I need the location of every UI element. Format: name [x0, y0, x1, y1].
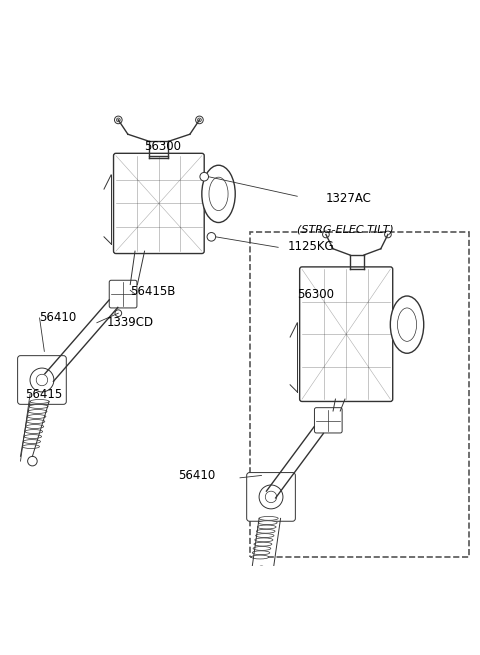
Text: 1339CD: 1339CD	[107, 316, 154, 329]
Ellipse shape	[258, 521, 277, 525]
Ellipse shape	[259, 517, 278, 520]
FancyBboxPatch shape	[114, 153, 204, 253]
Text: (STRG-ELEC TILT): (STRG-ELEC TILT)	[297, 225, 394, 234]
Ellipse shape	[26, 424, 44, 428]
Text: 1327AC: 1327AC	[326, 192, 372, 205]
FancyBboxPatch shape	[247, 472, 295, 521]
Ellipse shape	[24, 435, 42, 438]
Text: 56415B: 56415B	[130, 285, 176, 298]
Circle shape	[265, 491, 277, 502]
FancyBboxPatch shape	[250, 232, 469, 557]
Circle shape	[30, 368, 54, 392]
Text: 56410: 56410	[178, 469, 215, 482]
Circle shape	[116, 118, 120, 122]
Ellipse shape	[257, 525, 276, 529]
Circle shape	[259, 485, 283, 509]
Ellipse shape	[397, 308, 417, 341]
Circle shape	[257, 566, 266, 576]
Ellipse shape	[23, 445, 39, 449]
Ellipse shape	[255, 538, 273, 542]
Text: 56300: 56300	[144, 140, 181, 153]
Circle shape	[198, 118, 201, 122]
Ellipse shape	[390, 296, 424, 353]
Text: 56415: 56415	[25, 388, 62, 401]
Ellipse shape	[27, 415, 46, 419]
Circle shape	[115, 116, 122, 124]
Circle shape	[323, 231, 329, 238]
Circle shape	[200, 172, 208, 181]
Ellipse shape	[209, 177, 228, 210]
Ellipse shape	[256, 534, 274, 538]
Ellipse shape	[253, 546, 271, 550]
Circle shape	[115, 310, 121, 316]
Ellipse shape	[27, 420, 45, 423]
Text: 1125KG: 1125KG	[288, 240, 335, 253]
Ellipse shape	[24, 440, 40, 443]
Ellipse shape	[25, 430, 43, 434]
Ellipse shape	[256, 529, 275, 533]
Ellipse shape	[252, 551, 270, 555]
Ellipse shape	[254, 542, 272, 546]
Text: 56410: 56410	[39, 312, 77, 324]
Circle shape	[384, 231, 391, 238]
Circle shape	[196, 116, 203, 124]
Ellipse shape	[29, 405, 48, 408]
FancyBboxPatch shape	[109, 280, 137, 308]
Ellipse shape	[28, 409, 47, 413]
FancyBboxPatch shape	[300, 267, 393, 402]
FancyBboxPatch shape	[18, 356, 66, 404]
Ellipse shape	[252, 555, 269, 559]
Circle shape	[207, 233, 216, 241]
Ellipse shape	[30, 400, 49, 403]
Ellipse shape	[202, 165, 235, 223]
Circle shape	[36, 374, 48, 386]
Circle shape	[28, 457, 37, 466]
FancyBboxPatch shape	[314, 407, 342, 433]
Text: 56300: 56300	[297, 288, 334, 301]
